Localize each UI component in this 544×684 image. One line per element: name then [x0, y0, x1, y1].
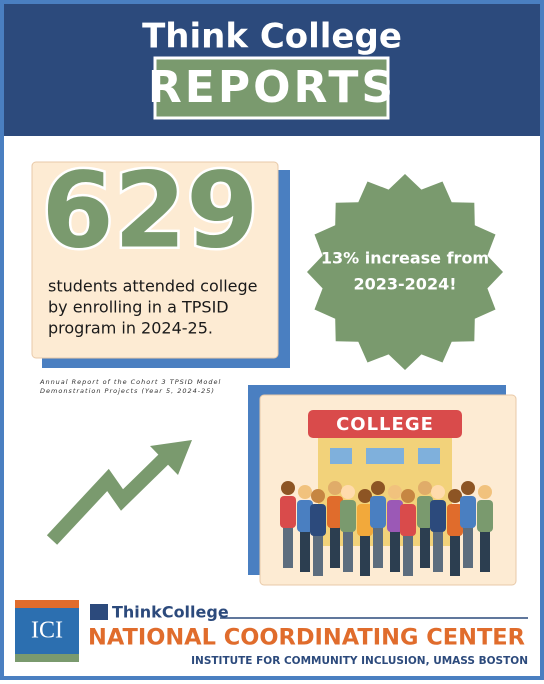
person-head [328, 481, 342, 495]
person-body [370, 496, 386, 528]
growth-arrow [46, 449, 173, 545]
brand: ThinkCollege [112, 603, 229, 622]
person-legs [360, 531, 370, 576]
person-head [401, 489, 415, 503]
person-legs [420, 523, 430, 568]
person-head [418, 481, 432, 495]
stat-caption: students attended college [48, 277, 257, 296]
stat-caption: program in 2024-25. [48, 319, 213, 338]
person-legs [283, 523, 293, 568]
person-body [357, 504, 373, 536]
person-legs [433, 527, 443, 572]
person-legs [343, 527, 353, 572]
person-legs [300, 527, 310, 572]
person-body [327, 496, 343, 528]
person-body [310, 504, 326, 536]
person-body [400, 504, 416, 536]
burst-text: 2023-2024! [354, 275, 457, 294]
person-legs [330, 523, 340, 568]
person-body [387, 500, 403, 532]
person-body [280, 496, 296, 528]
starburst [307, 174, 503, 370]
person-body [460, 496, 476, 528]
badge-text: REPORTS [148, 62, 396, 113]
stat-card [31, 161, 279, 359]
burst-text: 13% increase from [321, 249, 489, 268]
person-body [477, 500, 493, 532]
person-body [430, 500, 446, 532]
person-legs [450, 531, 460, 576]
person-head [341, 485, 355, 499]
header-title: Think College [142, 17, 402, 57]
person-body [417, 496, 433, 528]
person-legs [390, 527, 400, 572]
source-note: Demonstration Projects (Year 5, 2024-25) [40, 387, 215, 395]
person-legs [480, 527, 490, 572]
person-body [340, 500, 356, 532]
person-head [298, 485, 312, 499]
logo-stripe [15, 600, 79, 608]
person-legs [463, 523, 473, 568]
source-note: Annual Report of the Cohort 3 TPSID Mode… [39, 378, 221, 386]
logo-stripe [15, 654, 79, 662]
person-head [388, 485, 402, 499]
logo-text: ICI [31, 618, 63, 644]
brand-icon [90, 604, 108, 620]
person-legs [373, 523, 383, 568]
ici-logo [15, 600, 79, 662]
person-head [281, 481, 295, 495]
person-head [461, 481, 475, 495]
stat-caption: by enrolling in a TPSID [48, 298, 229, 317]
person-head [448, 489, 462, 503]
person-head [431, 485, 445, 499]
person-legs [313, 531, 323, 576]
center-name: NATIONAL COORDINATING CENTER [88, 625, 525, 651]
window [330, 448, 352, 464]
person-head [311, 489, 325, 503]
person-legs [403, 531, 413, 576]
institute: INSTITUTE FOR COMMUNITY INCLUSION, UMASS… [191, 655, 528, 667]
person-head [478, 485, 492, 499]
sign-text: COLLEGE [336, 414, 434, 435]
person-head [358, 489, 372, 503]
person-body [447, 504, 463, 536]
window [366, 448, 404, 464]
stat-number: 629 [41, 149, 258, 271]
arrow-head [150, 440, 192, 475]
header-badge [153, 56, 390, 120]
person-body [297, 500, 313, 532]
college-sign [308, 410, 462, 438]
person-head [371, 481, 385, 495]
window [418, 448, 440, 464]
